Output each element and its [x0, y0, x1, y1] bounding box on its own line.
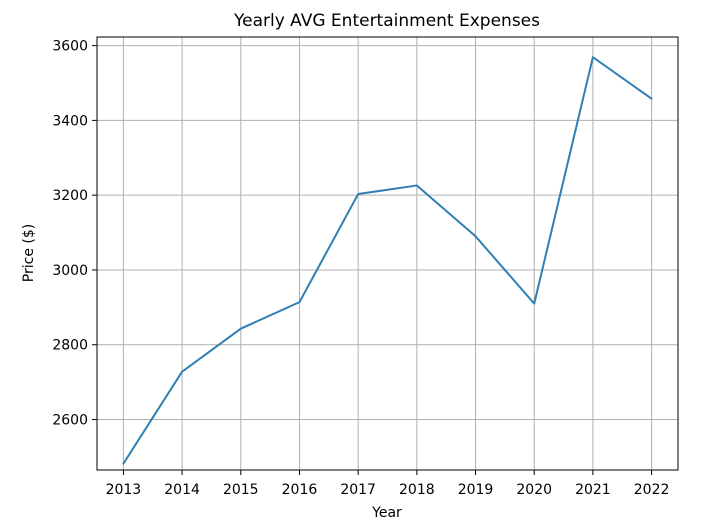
x-tick-label: 2013	[106, 482, 142, 498]
x-tick-label: 2017	[340, 482, 376, 498]
series-line	[122, 56, 653, 465]
y-tick-label: 2600	[52, 413, 88, 429]
tick-layer: 2013 2014 2015 2016 2017 2018 2019 2020 2021 2022…	[52, 39, 669, 498]
x-tick-label: 2015	[223, 482, 259, 498]
x-tick-label: 2018	[399, 482, 435, 498]
y-tick-label: 3200	[52, 188, 88, 204]
plot-frame	[96, 36, 679, 471]
x-tick-label: 2014	[164, 482, 200, 498]
x-tick-label: 2020	[516, 482, 552, 498]
y-tick-label: 3000	[52, 263, 88, 279]
x-axis-label: Year	[371, 505, 402, 521]
y-axis-label: Price ($)	[21, 224, 37, 282]
series-layer	[122, 56, 653, 465]
x-tick-label: 2019	[458, 482, 494, 498]
x-tick-label: 2021	[575, 482, 611, 498]
y-tick-label: 3600	[52, 39, 88, 55]
x-tick-label: 2022	[634, 482, 670, 498]
y-tick-label: 3400	[52, 113, 88, 129]
y-tick-label: 2800	[52, 338, 88, 354]
x-tick-label: 2016	[282, 482, 318, 498]
chart-title: Yearly AVG Entertainment Expenses	[233, 11, 540, 31]
grid-layer	[97, 37, 678, 470]
